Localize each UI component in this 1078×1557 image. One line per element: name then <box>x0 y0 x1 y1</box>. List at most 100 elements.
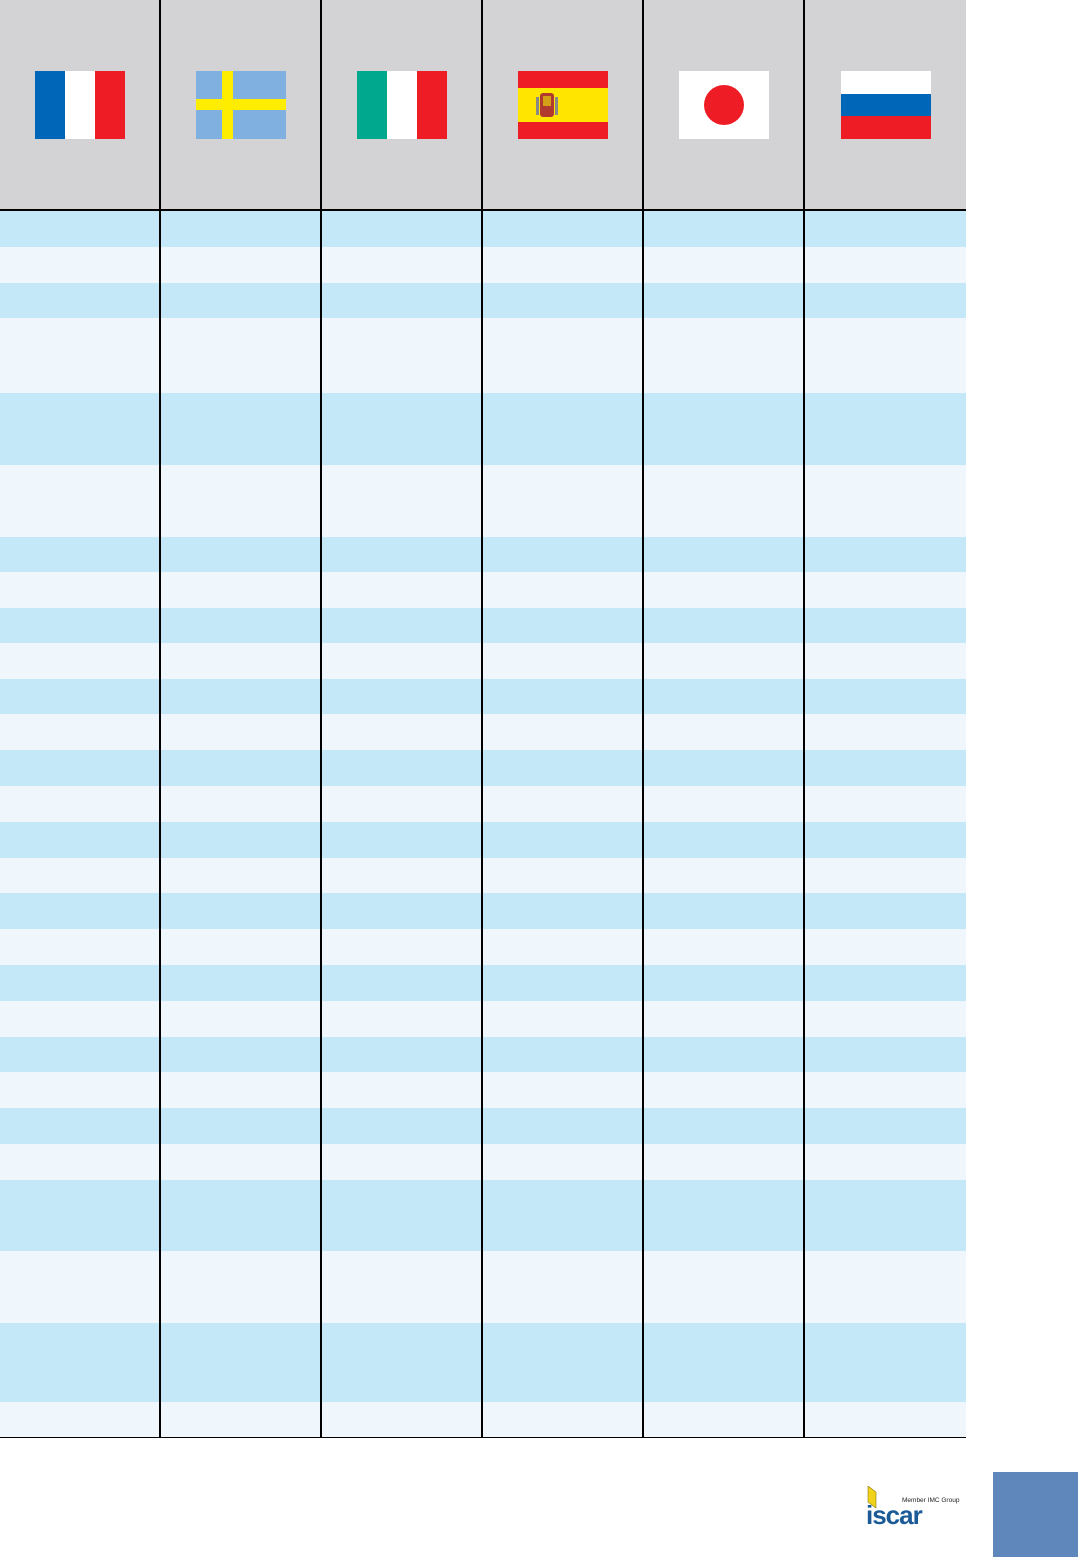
table-cell <box>322 965 483 1001</box>
japan-flag-icon <box>678 70 769 139</box>
table-row <box>0 1108 966 1144</box>
table-cell <box>805 1001 966 1037</box>
table-cell <box>644 1251 805 1323</box>
table-cell <box>0 1037 161 1072</box>
table-row <box>0 643 966 679</box>
table-row <box>0 211 966 247</box>
table-header <box>0 0 966 211</box>
table-cell <box>483 1072 644 1108</box>
table-row <box>0 247 966 283</box>
table-cell <box>805 822 966 858</box>
table-cell <box>805 858 966 893</box>
table-cell <box>0 572 161 608</box>
table-cell <box>161 858 322 893</box>
table-cell <box>483 1144 644 1180</box>
table-cell <box>0 965 161 1001</box>
table-cell <box>322 786 483 822</box>
table-cell <box>483 750 644 786</box>
table-cell <box>644 965 805 1001</box>
table-row <box>0 537 966 572</box>
table-cell <box>483 608 644 643</box>
table-cell <box>322 643 483 679</box>
table-cell <box>644 465 805 537</box>
table-cell <box>483 786 644 822</box>
table-cell <box>483 1402 644 1437</box>
table-cell <box>322 1108 483 1144</box>
france-flag-icon <box>34 70 125 139</box>
table-cell <box>0 893 161 929</box>
table-row <box>0 1072 966 1108</box>
table-cell <box>161 1323 322 1402</box>
table-cell <box>161 537 322 572</box>
table-cell <box>483 929 644 965</box>
table-cell <box>161 608 322 643</box>
table-row <box>0 1180 966 1251</box>
table-cell <box>805 1037 966 1072</box>
table-cell <box>0 750 161 786</box>
table-cell <box>0 1251 161 1323</box>
table-cell <box>161 1072 322 1108</box>
table-row <box>0 822 966 858</box>
table-cell <box>805 1323 966 1402</box>
table-cell <box>0 537 161 572</box>
table-cell <box>161 679 322 714</box>
table-cell <box>322 1251 483 1323</box>
table-cell <box>322 393 483 465</box>
table-cell <box>805 211 966 247</box>
table-cell <box>161 1251 322 1323</box>
table-cell <box>161 1180 322 1251</box>
table-cell <box>805 1180 966 1251</box>
table-cell <box>161 393 322 465</box>
russia-flag-icon <box>840 70 931 139</box>
table-cell <box>161 643 322 679</box>
table-cell <box>805 393 966 465</box>
table-cell <box>805 893 966 929</box>
table-row <box>0 608 966 643</box>
table-cell <box>161 283 322 318</box>
table-cell <box>483 1037 644 1072</box>
table-cell <box>483 1001 644 1037</box>
table-row <box>0 858 966 893</box>
table-cell <box>322 211 483 247</box>
table-cell <box>322 893 483 929</box>
table-body <box>0 211 966 1437</box>
table-cell <box>483 643 644 679</box>
table-cell <box>161 572 322 608</box>
table-cell <box>161 1144 322 1180</box>
header-cell-japan <box>644 0 805 209</box>
table-cell <box>644 1180 805 1251</box>
table-row <box>0 679 966 714</box>
table-bottom-border <box>0 1437 966 1438</box>
table-cell <box>644 1402 805 1437</box>
table-cell <box>161 211 322 247</box>
table-cell <box>0 1108 161 1144</box>
table-cell <box>805 318 966 393</box>
table-cell <box>483 1108 644 1144</box>
table-cell <box>644 893 805 929</box>
table-cell <box>161 822 322 858</box>
table-row <box>0 393 966 465</box>
table-cell <box>0 1402 161 1437</box>
table-row <box>0 750 966 786</box>
table-cell <box>483 679 644 714</box>
table-cell <box>644 211 805 247</box>
table-cell <box>805 750 966 786</box>
table-cell <box>322 318 483 393</box>
header-cell-russia <box>805 0 966 209</box>
table-cell <box>322 714 483 750</box>
table-cell <box>0 714 161 750</box>
header-cell-sweden <box>161 0 322 209</box>
header-cell-spain <box>483 0 644 209</box>
table-cell <box>322 750 483 786</box>
table-cell <box>805 714 966 750</box>
table-cell <box>322 1037 483 1072</box>
table-row <box>0 929 966 965</box>
table-row <box>0 1323 966 1402</box>
table-cell <box>161 893 322 929</box>
table-cell <box>483 1323 644 1402</box>
iscar-logo: Member IMC Group iscar <box>866 1485 966 1533</box>
table-row <box>0 1144 966 1180</box>
table-row <box>0 465 966 537</box>
table-cell <box>322 608 483 643</box>
table-cell <box>161 929 322 965</box>
